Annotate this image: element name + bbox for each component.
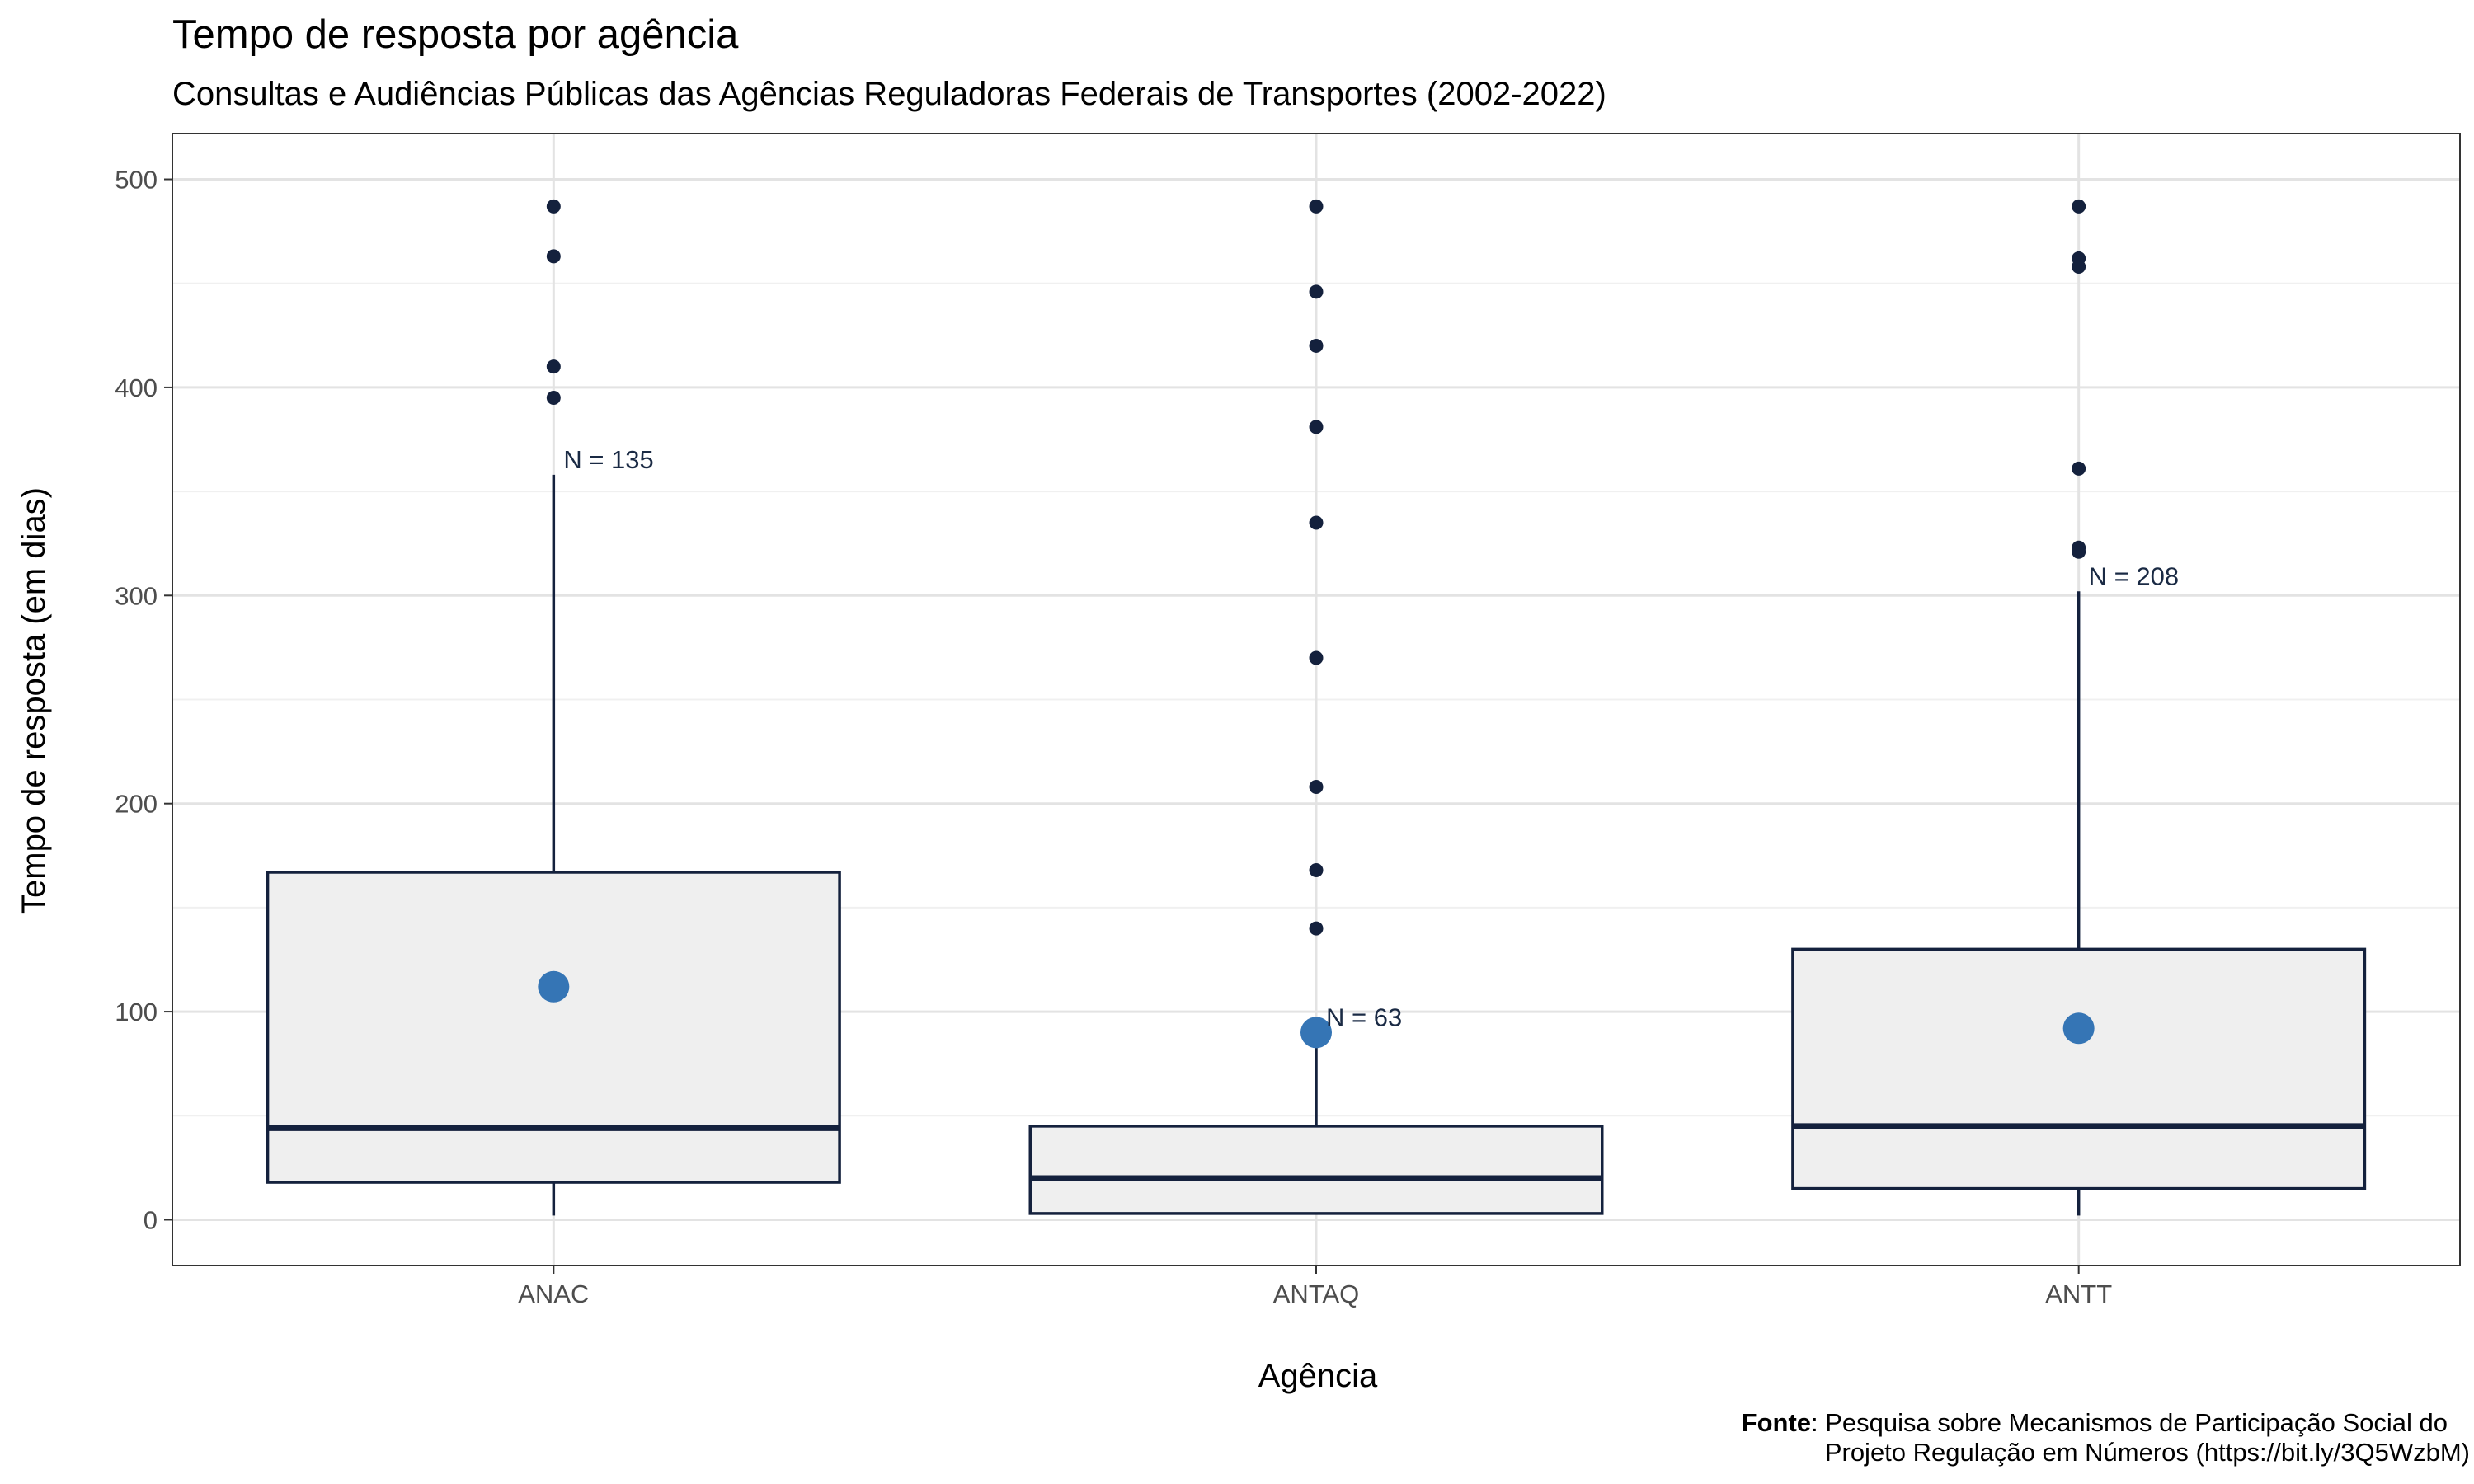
outlier-point-antt xyxy=(2072,260,2086,275)
y-tick-label: 500 xyxy=(115,166,158,195)
chart-title: Tempo de resposta por agência xyxy=(172,12,739,57)
outlier-point-antaq xyxy=(1309,420,1324,434)
y-tick-label: 0 xyxy=(143,1205,158,1234)
x-axis-title: Agência xyxy=(1258,1358,1378,1394)
outlier-point-antaq xyxy=(1309,921,1324,936)
outlier-point-antaq xyxy=(1309,650,1324,665)
outlier-point-antt xyxy=(2072,544,2086,559)
x-tick-label: ANTAQ xyxy=(1273,1280,1360,1308)
mean-point-antaq xyxy=(1300,1017,1332,1049)
outlier-point-antaq xyxy=(1309,199,1324,214)
x-tick-label: ANAC xyxy=(518,1280,589,1308)
x-axis-ticks: ANAC ANTAQ ANTT xyxy=(518,1266,2112,1308)
outlier-point-antaq xyxy=(1309,515,1324,530)
box-antt xyxy=(1791,947,2367,1190)
n-label-antaq: N = 63 xyxy=(1326,1003,1402,1031)
outlier-point-anac xyxy=(546,249,561,264)
mean-point-anac xyxy=(538,970,570,1003)
box-antaq xyxy=(1028,1125,1604,1215)
n-labels: N = 135 N = 63 N = 208 xyxy=(563,445,2179,1031)
outlier-point-anac xyxy=(546,199,561,214)
n-label-antt: N = 208 xyxy=(2089,561,2179,590)
caption-text: : Pesquisa sobre Mecanismos de Participa… xyxy=(1811,1408,2448,1437)
points xyxy=(538,199,2095,1049)
y-axis-ticks: 0 100 200 300 400 500 xyxy=(115,166,172,1234)
y-tick-label: 100 xyxy=(115,998,158,1026)
box-anac xyxy=(266,871,841,1184)
outlier-point-anac xyxy=(546,359,561,374)
x-tick-label: ANTT xyxy=(2045,1280,2112,1308)
outlier-point-anac xyxy=(546,391,561,406)
n-label-anac: N = 135 xyxy=(563,445,653,474)
caption-label: Fonte xyxy=(1742,1408,1811,1437)
caption-line2: Projeto Regulação em Números (https://bi… xyxy=(1825,1438,2470,1467)
mean-point-antt xyxy=(2062,1012,2095,1045)
y-tick-label: 300 xyxy=(115,581,158,610)
y-axis-title: Tempo de resposta (em dias) xyxy=(16,487,52,914)
outlier-point-antaq xyxy=(1309,338,1324,353)
outlier-point-antt xyxy=(2072,461,2086,476)
boxes xyxy=(266,474,2367,1216)
outlier-point-antaq xyxy=(1309,780,1324,795)
outlier-point-antaq xyxy=(1309,862,1324,877)
outlier-point-antaq xyxy=(1309,284,1324,299)
outlier-point-antt xyxy=(2072,199,2086,214)
y-tick-label: 400 xyxy=(115,373,158,402)
caption-line1: Fonte: Pesquisa sobre Mecanismos de Part… xyxy=(1742,1408,2448,1437)
chart-subtitle: Consultas e Audiências Públicas das Agên… xyxy=(172,76,1606,112)
y-tick-label: 200 xyxy=(115,790,158,819)
